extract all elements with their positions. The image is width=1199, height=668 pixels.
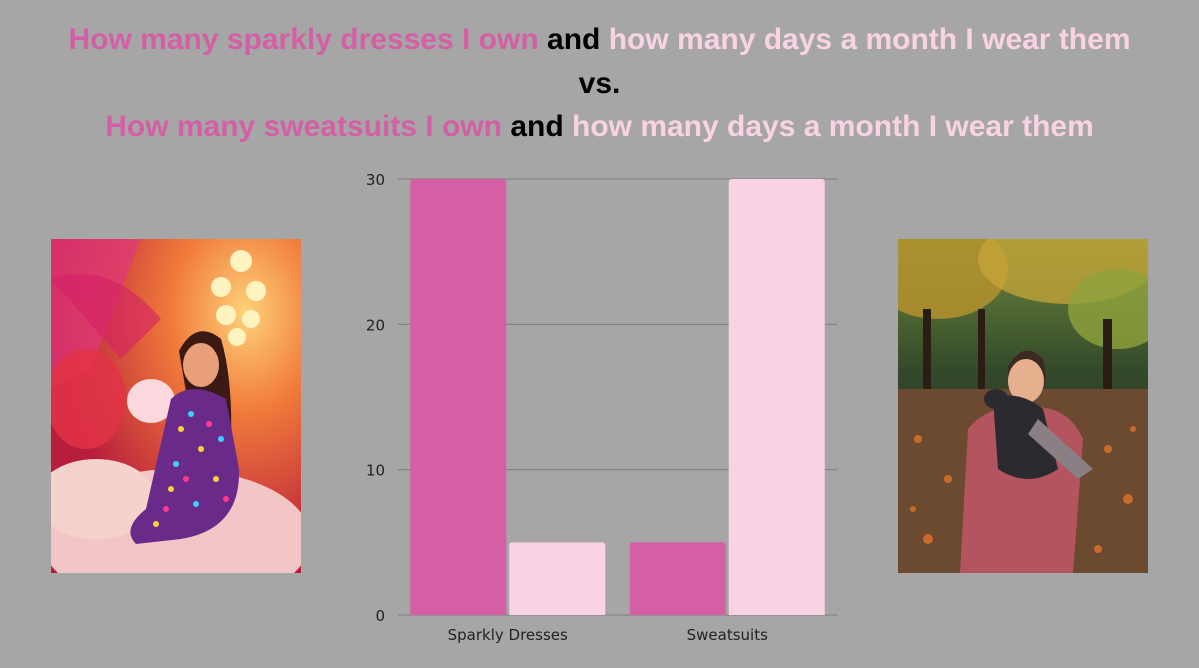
title-line-1-part-2: and [547,23,601,56]
bar-chart: 0 10 20 30 Sparkly Dresses Sweatsuits [366,171,837,644]
sweatsuit-photo [898,239,1148,573]
y-tick-label: 10 [366,462,385,480]
bar [629,542,726,615]
y-tick-label: 20 [366,316,385,334]
bar [728,179,825,615]
title-line-3-part-2: and [510,110,564,143]
title-line-3-part-1: How many sweatsuits I own [105,110,502,143]
bar [410,179,507,615]
y-tick-label: 30 [366,171,385,189]
title-line-1: How many sparkly dresses I own and how m… [0,22,1199,58]
x-category-label: Sparkly Dresses [448,626,568,644]
title-line-3: How many sweatsuits I own and how many d… [0,109,1199,145]
title-line-2: vs. [578,67,621,100]
title-line-1-part-3: how many days a month I wear them [608,23,1131,56]
title-line-3-part-3: how many days a month I wear them [572,110,1094,143]
title-line-1-part-1: How many sparkly dresses I own [68,23,539,56]
x-category-label: Sweatsuits [687,626,768,644]
sparkly-dress-photo [51,239,301,573]
y-tick-label: 0 [375,607,385,625]
bar [509,542,606,615]
